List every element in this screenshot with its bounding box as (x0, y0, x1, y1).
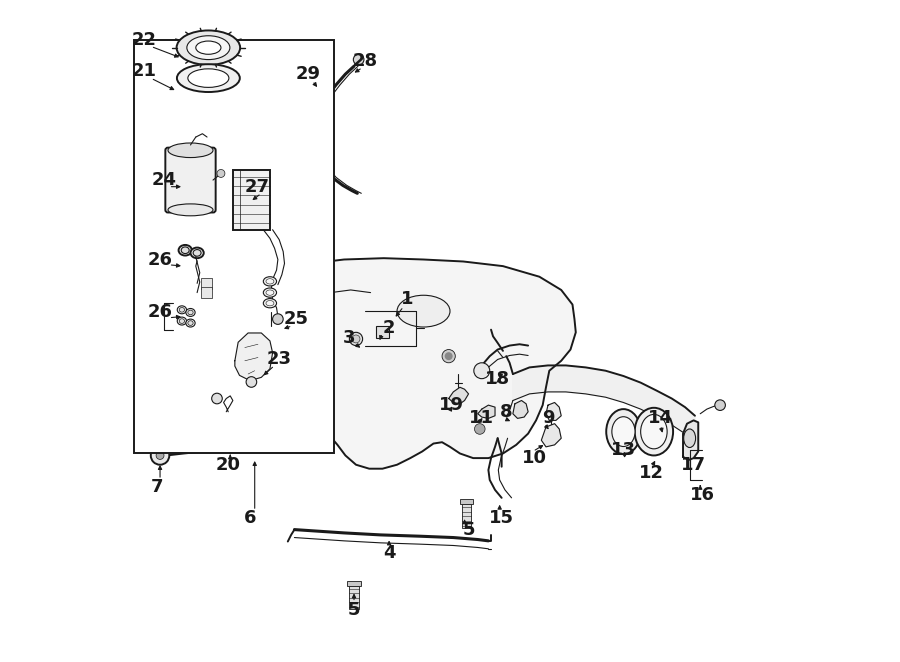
Text: 14: 14 (648, 409, 673, 428)
Circle shape (319, 293, 332, 306)
Text: 6: 6 (244, 508, 256, 527)
Polygon shape (449, 387, 469, 404)
Bar (460, 499, 473, 504)
Ellipse shape (196, 41, 220, 54)
Circle shape (715, 400, 725, 410)
Ellipse shape (186, 308, 195, 316)
Polygon shape (235, 333, 273, 381)
Ellipse shape (194, 250, 201, 256)
Ellipse shape (187, 36, 230, 60)
Text: 27: 27 (244, 177, 269, 196)
Ellipse shape (266, 279, 274, 284)
Polygon shape (513, 401, 528, 418)
Bar (201, 287, 212, 298)
Ellipse shape (607, 409, 641, 454)
Text: 22: 22 (131, 30, 157, 49)
Circle shape (151, 446, 169, 465)
Ellipse shape (176, 30, 240, 65)
Circle shape (212, 393, 222, 404)
Text: 2: 2 (382, 318, 395, 337)
Ellipse shape (177, 64, 239, 92)
Text: 8: 8 (500, 402, 513, 421)
Text: 28: 28 (353, 52, 378, 70)
Circle shape (473, 363, 490, 379)
Text: 25: 25 (284, 310, 309, 328)
Text: 16: 16 (690, 486, 716, 504)
Circle shape (352, 335, 360, 343)
Polygon shape (270, 258, 576, 469)
Ellipse shape (177, 317, 186, 325)
Ellipse shape (179, 318, 184, 324)
Text: 19: 19 (439, 396, 464, 414)
Polygon shape (478, 405, 495, 418)
Circle shape (156, 451, 164, 459)
Text: 5: 5 (347, 601, 360, 620)
Ellipse shape (634, 408, 673, 455)
Polygon shape (683, 420, 698, 460)
Circle shape (474, 424, 485, 434)
Text: 24: 24 (151, 171, 176, 189)
Ellipse shape (179, 307, 184, 312)
Ellipse shape (264, 299, 276, 308)
Ellipse shape (178, 245, 192, 256)
Circle shape (273, 314, 284, 324)
Polygon shape (156, 383, 276, 455)
Text: 23: 23 (266, 350, 292, 368)
Text: 9: 9 (542, 409, 554, 428)
Circle shape (445, 352, 453, 360)
Text: 11: 11 (469, 409, 494, 428)
Text: 21: 21 (131, 62, 157, 81)
Text: 1: 1 (400, 290, 413, 308)
Ellipse shape (177, 306, 186, 314)
Ellipse shape (397, 295, 450, 327)
Ellipse shape (168, 143, 213, 158)
Circle shape (354, 54, 364, 65)
Circle shape (217, 169, 225, 177)
Ellipse shape (266, 301, 274, 306)
Text: 5: 5 (463, 520, 475, 539)
Ellipse shape (188, 310, 194, 315)
Bar (233, 170, 270, 230)
Ellipse shape (181, 247, 189, 254)
Polygon shape (542, 424, 562, 447)
Text: 12: 12 (639, 464, 664, 483)
Ellipse shape (188, 69, 229, 87)
Circle shape (321, 295, 329, 303)
Circle shape (306, 68, 322, 84)
Text: 7: 7 (151, 477, 164, 496)
Text: 26: 26 (148, 250, 173, 269)
Text: 3: 3 (343, 328, 356, 347)
Bar (201, 278, 212, 289)
Ellipse shape (191, 248, 203, 258)
Ellipse shape (266, 290, 274, 295)
Text: 29: 29 (295, 65, 320, 83)
Text: 17: 17 (681, 455, 706, 474)
Bar (347, 581, 361, 586)
Text: 10: 10 (522, 449, 547, 467)
Circle shape (442, 350, 455, 363)
Text: 26: 26 (148, 303, 173, 322)
Ellipse shape (264, 288, 276, 297)
Bar (462, 504, 472, 528)
Ellipse shape (612, 417, 635, 447)
Polygon shape (513, 365, 695, 442)
Ellipse shape (264, 277, 276, 286)
Ellipse shape (188, 320, 194, 326)
Bar (133, 40, 334, 453)
Ellipse shape (684, 429, 696, 448)
Text: 15: 15 (489, 508, 514, 527)
Ellipse shape (168, 204, 213, 216)
Text: 13: 13 (611, 441, 636, 459)
Text: 4: 4 (382, 544, 395, 562)
Text: 20: 20 (216, 455, 240, 474)
Circle shape (246, 377, 256, 387)
FancyBboxPatch shape (166, 148, 216, 213)
Ellipse shape (641, 414, 667, 449)
Bar (376, 326, 389, 338)
Ellipse shape (186, 319, 195, 327)
Circle shape (349, 332, 363, 346)
Text: 18: 18 (485, 369, 510, 388)
Bar (349, 586, 358, 609)
Polygon shape (546, 402, 562, 420)
